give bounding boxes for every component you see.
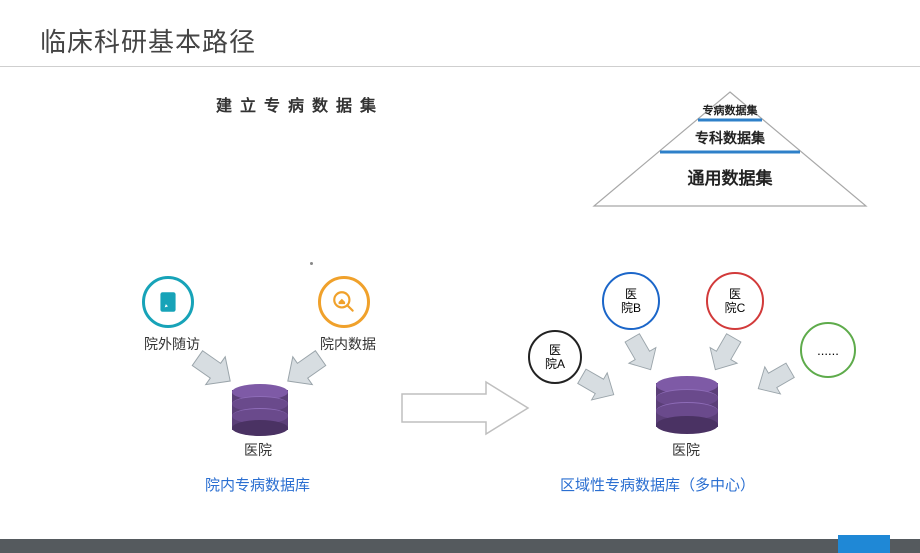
pyramid-level-0: 专病数据集	[590, 102, 870, 118]
subtitle: 建立专病数据集	[216, 92, 384, 116]
small-arrow-r1	[574, 362, 620, 408]
small-arrow-r2	[618, 330, 664, 376]
pyramid-level-2: 通用数据集	[590, 164, 870, 189]
small-arrow-left-1	[188, 344, 238, 394]
dot-marker	[310, 262, 313, 265]
title-divider	[0, 66, 920, 67]
left-hospital-label: 医院	[244, 440, 272, 460]
followup-badge	[142, 276, 194, 328]
small-arrow-r3	[702, 330, 748, 376]
footer-tab	[838, 535, 890, 553]
big-arrow	[400, 380, 530, 436]
document-icon	[155, 289, 181, 315]
search-home-icon	[331, 289, 357, 315]
footer-bar	[0, 539, 920, 553]
right-database	[656, 376, 718, 432]
page-title: 临床科研基本路径	[40, 22, 256, 59]
right-hospital-label: 医院	[672, 440, 700, 460]
pyramid-level-1: 专科数据集	[590, 128, 870, 148]
hospital-b: 医 院B	[602, 272, 660, 330]
left-database	[232, 384, 288, 434]
right-caption: 区域性专病数据库（多中心）	[560, 474, 755, 495]
hospital-more: ......	[800, 322, 856, 378]
left-caption: 院内专病数据库	[205, 474, 310, 495]
pyramid: 专病数据集 专科数据集 通用数据集	[590, 90, 870, 210]
hospital-c: 医 院C	[706, 272, 764, 330]
inhospital-badge	[318, 276, 370, 328]
small-arrow-r4	[752, 356, 798, 402]
